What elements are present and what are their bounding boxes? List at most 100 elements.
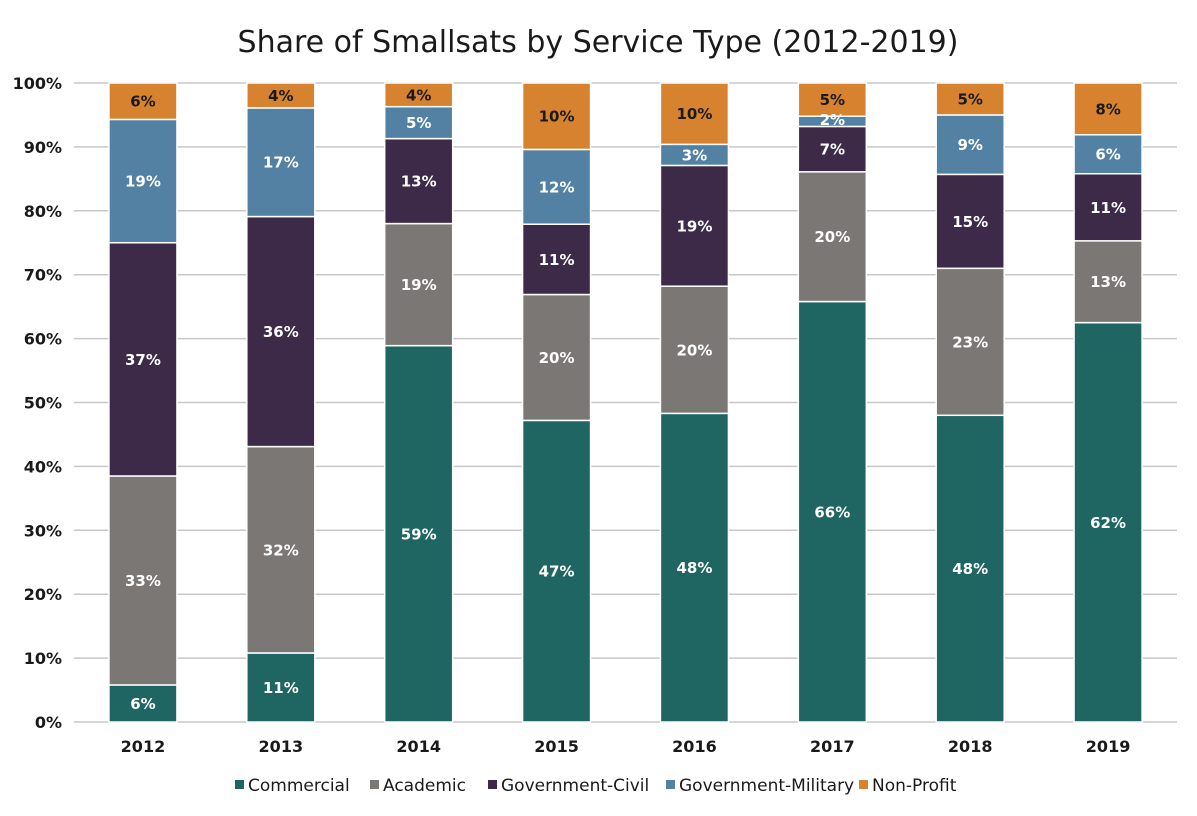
x-tick-label: 2017 [810, 737, 855, 756]
data-label: 11% [1090, 199, 1126, 217]
y-tick-label: 90% [24, 138, 62, 157]
x-tick-label: 2015 [534, 737, 579, 756]
data-label: 19% [676, 217, 712, 235]
bar-segment-non-profit-2014 [383, 82, 454, 108]
bar-segment-commercial-2018 [935, 414, 1005, 723]
legend-swatch [488, 780, 497, 789]
data-label: 13% [401, 173, 437, 191]
data-label: 48% [676, 559, 712, 577]
bar-segment-commercial-2012 [108, 684, 178, 723]
data-label: 11% [539, 251, 575, 269]
y-tick-label: 0% [35, 713, 62, 732]
legend: Commercial Academic Government-Civil Govern… [235, 776, 957, 796]
bar-segment-non-profit-2019 [1073, 82, 1143, 136]
x-tick-label: 2014 [396, 737, 441, 756]
bar-segment-government-civil-2013 [246, 215, 316, 448]
data-label: 20% [539, 349, 575, 367]
data-label: 6% [130, 695, 155, 713]
data-label: 20% [814, 228, 850, 246]
x-tick-label: 2018 [948, 737, 993, 756]
legend-item: Government-Civil [488, 776, 649, 796]
data-label: 13% [1090, 273, 1126, 291]
bar-segment-non-profit-2012 [108, 82, 178, 121]
bar-segment-government-military-2013 [246, 107, 316, 218]
data-label: 5% [820, 91, 845, 109]
data-label: 5% [406, 114, 431, 132]
legend-item: Commercial [235, 776, 350, 796]
data-label: 9% [957, 136, 982, 154]
data-label: 19% [401, 276, 437, 294]
y-tick-label: 100% [13, 74, 62, 93]
data-label: 10% [539, 108, 575, 126]
y-tick-label: 50% [24, 394, 62, 413]
chart-title: Share of Smallsats by Service Type (2012… [238, 25, 959, 60]
data-label: 66% [814, 503, 850, 521]
gridlines [74, 82, 1177, 723]
bar-segment-government-civil-2014 [383, 137, 454, 225]
data-label: 15% [952, 213, 988, 231]
y-tick-label: 60% [24, 330, 62, 349]
x-tick-label: 2019 [1086, 737, 1131, 756]
y-tick-label: 80% [24, 202, 62, 221]
legend-item: Academic [370, 776, 466, 796]
y-tick-label: 70% [24, 266, 62, 285]
data-label: 8% [1095, 100, 1120, 118]
bar-segment-academic-2018 [935, 267, 1005, 417]
bar-segment-non-profit-2017 [797, 82, 868, 117]
bar-segment-academic-2015 [521, 293, 592, 422]
data-label: 2% [820, 111, 845, 129]
x-tick-label: 2016 [672, 737, 717, 756]
bar-segment-non-profit-2018 [935, 82, 1005, 116]
bar-segment-non-profit-2016 [659, 82, 730, 146]
data-label: 47% [539, 563, 575, 581]
bar-segment-commercial-2016 [659, 412, 730, 723]
legend-label: Non-Profit [872, 776, 957, 796]
data-label: 6% [130, 93, 155, 111]
data-label: 10% [676, 105, 712, 123]
data-label: 4% [406, 86, 431, 104]
x-tick-label: 2013 [259, 737, 304, 756]
data-label: 11% [263, 679, 299, 697]
legend-item: Non-Profit [859, 776, 957, 796]
data-label: 36% [263, 323, 299, 341]
data-label: 17% [263, 154, 299, 172]
bar-segment-government-civil-2015 [521, 223, 592, 296]
bar-segment-academic-2014 [383, 222, 454, 347]
data-label: 48% [952, 560, 988, 578]
bar-segment-government-civil-2012 [108, 242, 178, 477]
bar-segment-government-civil-2018 [935, 173, 1005, 270]
x-tick-label: 2012 [121, 737, 166, 756]
bar-segment-academic-2019 [1073, 240, 1143, 324]
bars [108, 82, 1143, 723]
legend-item: Government-Military [666, 776, 854, 796]
legend-swatch [235, 780, 244, 789]
data-label: 59% [401, 525, 437, 543]
y-tick-label: 20% [24, 585, 62, 604]
data-label: 6% [1095, 146, 1120, 164]
data-label: 33% [125, 572, 161, 590]
data-label: 12% [539, 178, 575, 196]
bar-segment-academic-2012 [108, 475, 178, 686]
data-label: 5% [957, 90, 982, 108]
data-label: 19% [125, 173, 161, 191]
x-axis-ticks: 2012 2013 2014 2015 2016 2017 2018 2019 [121, 737, 1131, 756]
data-label: 4% [268, 87, 293, 105]
legend-label: Academic [383, 776, 466, 796]
legend-swatch [370, 780, 379, 789]
bar-segment-government-civil-2019 [1073, 172, 1143, 242]
data-label: 62% [1090, 514, 1126, 532]
bar-segment-commercial-2017 [797, 300, 868, 723]
bar-segment-commercial-2015 [521, 419, 592, 723]
data-label: 20% [676, 341, 712, 359]
y-tick-label: 10% [24, 649, 62, 668]
bar-segment-academic-2017 [797, 171, 868, 303]
bar-segment-commercial-2014 [383, 344, 454, 723]
legend-label: Commercial [248, 776, 350, 796]
data-label: 32% [263, 541, 299, 559]
data-label: 3% [682, 146, 707, 164]
bar-segment-government-military-2012 [108, 118, 178, 244]
legend-label: Government-Military [679, 776, 854, 796]
data-label: 37% [125, 351, 161, 369]
bar-segment-government-military-2015 [521, 148, 592, 225]
